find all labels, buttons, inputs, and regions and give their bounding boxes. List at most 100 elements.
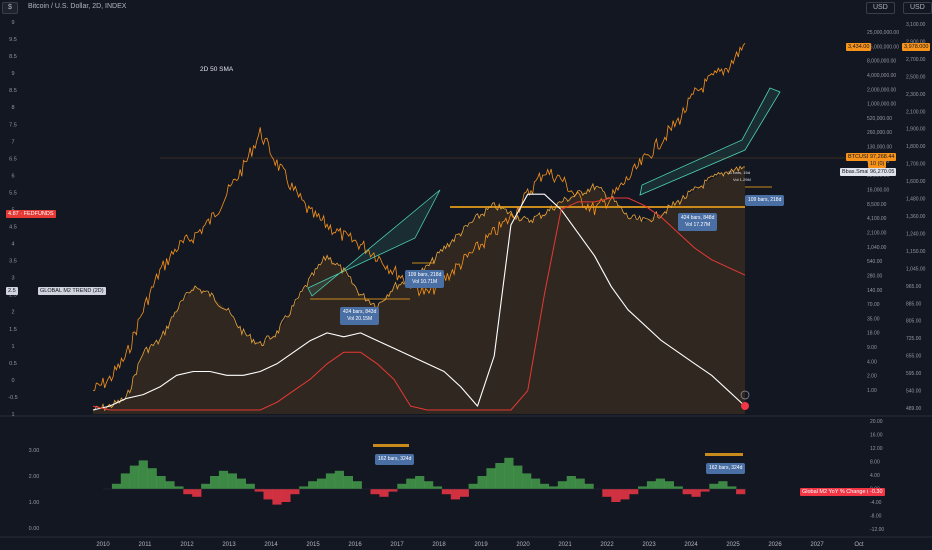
osc-bar — [602, 489, 612, 497]
osc-right-tick: 12.00 — [870, 446, 883, 452]
osc-bar — [192, 489, 202, 497]
left-tick-label: 5.5 — [9, 190, 17, 196]
left-tick-label: 1 — [11, 412, 14, 418]
range-note-4: 109 bars, 218d — [745, 195, 785, 206]
x-tick-label: 2012 — [180, 542, 194, 548]
right-axis1-tick: 1,040.00 — [867, 245, 887, 251]
sma-tag: Bbas.Smal1 — [840, 168, 874, 176]
small-range-label-1: 11 bars, 15d — [728, 170, 750, 175]
osc-bar — [557, 481, 567, 489]
currency-button-1[interactable]: $ — [2, 2, 18, 14]
right-axis2-tick: 1,600.00 — [906, 179, 926, 185]
left-tick-label: 0 — [11, 378, 14, 384]
osc-bar — [218, 470, 229, 489]
osc-bar — [290, 489, 300, 495]
osc-bar — [611, 489, 621, 502]
channel-1 — [307, 189, 441, 297]
left-tick-label: 6 — [11, 173, 14, 179]
btc-tag: BTCUSD — [846, 153, 873, 161]
osc-bar — [522, 473, 532, 489]
osc-bar — [245, 483, 255, 489]
right-axis1-tick: 32,500.00 — [867, 173, 889, 179]
x-tick-label: 2015 — [306, 542, 320, 548]
channel-2 — [639, 87, 781, 196]
right-axis2-tick: 2,500.00 — [906, 74, 926, 80]
top-price-tag-left: 3,434.00 — [846, 43, 872, 51]
left-tick-label: 9 — [11, 71, 14, 77]
osc-bar — [352, 481, 362, 489]
left-tick-label: 2.5 — [9, 293, 17, 299]
right-axis2-tick: 489.00 — [906, 406, 922, 412]
osc-bar — [397, 483, 407, 489]
osc-left-tick: 3.00 — [29, 448, 40, 454]
currency-select-1[interactable]: USD — [866, 2, 895, 14]
right-axis2-tick: 1,240.00 — [906, 231, 926, 237]
osc-bar — [147, 468, 157, 489]
range-note-3: 424 bars, 848d Vol 17.27M — [678, 213, 718, 231]
left-tick-label: 8.5 — [9, 88, 17, 94]
osc-bar — [120, 473, 130, 489]
right-axis2-tick: 1,700.00 — [906, 162, 926, 168]
fedfunds-line — [92, 197, 746, 411]
osc-left-tick: 2.00 — [29, 474, 40, 480]
osc-bar — [370, 489, 380, 495]
osc-bar — [450, 489, 460, 500]
left-tick-label: 9.5 — [9, 37, 17, 43]
global-m2-line — [92, 43, 746, 391]
right-axis2-tick: 1,480.00 — [906, 197, 926, 203]
right-axis2-tick: 805.00 — [906, 319, 922, 325]
osc-bar — [709, 483, 719, 489]
osc-bar — [477, 476, 487, 489]
x-tick-label: 2025 — [726, 542, 740, 548]
osc-bar — [201, 483, 211, 489]
right-axis2-tick: 1,045.00 — [906, 266, 926, 272]
osc-bar — [317, 478, 327, 489]
right-axis1-tick: 540.00 — [867, 259, 883, 265]
x-tick-label: 2011 — [139, 542, 153, 548]
currency-select-2[interactable]: USD — [903, 2, 932, 14]
x-tick-label: 2018 — [432, 542, 446, 548]
osc-bar — [236, 478, 246, 489]
right-axis1-tick: 2,000,000.00 — [867, 87, 896, 93]
left-tick-label: -0.5 — [8, 395, 17, 401]
osc-bar — [281, 489, 291, 502]
right-axis1-tick: 1.00 — [867, 388, 877, 394]
right-axis1-tick: 8,500.00 — [867, 202, 887, 208]
osc-bar — [736, 489, 746, 495]
osc-bar — [646, 481, 657, 489]
osc-bar — [673, 486, 683, 489]
x-tick-label: 2027 — [810, 542, 824, 548]
right-axis1-tick: 25,000,000.00 — [867, 30, 899, 36]
x-tick-label: 2023 — [642, 542, 656, 548]
osc-bar — [263, 489, 273, 500]
right-axis1-tick: 520,000.00 — [867, 116, 892, 122]
x-tick-label: 2022 — [600, 542, 614, 548]
osc-bar — [700, 489, 710, 492]
right-axis1-tick: 130,000.00 — [867, 145, 892, 151]
osc-right-tick: 8.00 — [870, 460, 880, 466]
osc-bar — [575, 478, 585, 489]
sma-label: 2D 50 SMA — [200, 66, 234, 73]
x-tick-label: 2010 — [96, 542, 110, 548]
osc-bar — [129, 465, 139, 489]
osc-bar — [459, 489, 469, 497]
right-axis2-tick: 965.00 — [906, 284, 922, 290]
small-left-tag: 2.5 — [6, 287, 18, 295]
osc-bar — [272, 489, 282, 505]
osc-bar — [111, 483, 122, 489]
osc-bar — [334, 470, 344, 489]
osc-bar — [620, 489, 630, 500]
right-axis1-tick: 1,000,000.00 — [867, 102, 896, 108]
left-tick-label: 7.5 — [9, 122, 17, 128]
btc-area-fill — [93, 167, 745, 414]
osc-bar — [486, 468, 496, 489]
right-axis1-tick: 18.00 — [867, 331, 880, 337]
left-tick-label: 8 — [11, 105, 14, 111]
sma-value-tag: 96,270.05 — [868, 168, 897, 176]
range-note-6: 162 bars, 324d — [706, 463, 746, 474]
osc-bar — [664, 481, 674, 489]
x-tick-label: 2024 — [684, 542, 698, 548]
left-tick-label: 0.5 — [9, 361, 17, 367]
right-axis1-tick: 4,100.00 — [867, 216, 887, 222]
